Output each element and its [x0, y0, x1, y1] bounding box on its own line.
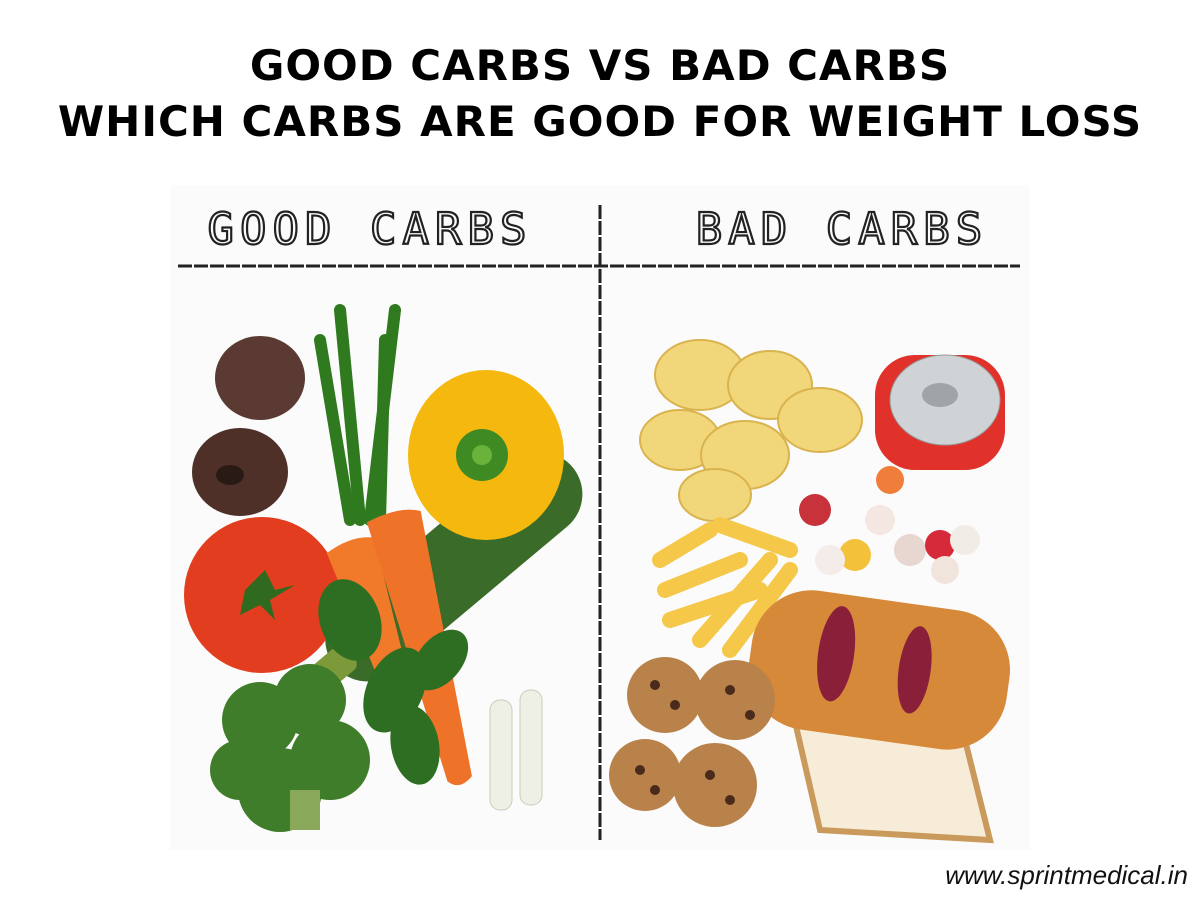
good-foods	[184, 304, 583, 832]
cookies	[609, 657, 775, 827]
carrot	[366, 509, 472, 786]
pasta	[652, 517, 798, 658]
beet-top	[216, 465, 244, 485]
left-heading: GOOD CARBS	[208, 204, 533, 255]
title-line-2: WHICH CARBS ARE GOOD FOR WEIGHT LOSS	[58, 97, 1142, 146]
broccoli	[210, 664, 370, 832]
right-heading: BAD CARBS	[696, 204, 988, 255]
leeks	[489, 689, 543, 811]
beet	[215, 336, 305, 420]
chocolate-chips	[635, 680, 755, 805]
can-tab	[922, 383, 958, 407]
website: www.sprintmedical.in	[945, 860, 1188, 890]
spinach	[318, 579, 469, 785]
tomato-stem	[240, 570, 295, 620]
candies	[799, 466, 980, 584]
bad-foods	[609, 339, 1011, 844]
green-onions	[314, 304, 401, 526]
pepper-stem-core	[472, 445, 492, 465]
chips	[639, 339, 863, 522]
pastry	[748, 590, 1011, 750]
title-line-1: GOOD CARBS VS BAD CARBS	[250, 41, 950, 90]
